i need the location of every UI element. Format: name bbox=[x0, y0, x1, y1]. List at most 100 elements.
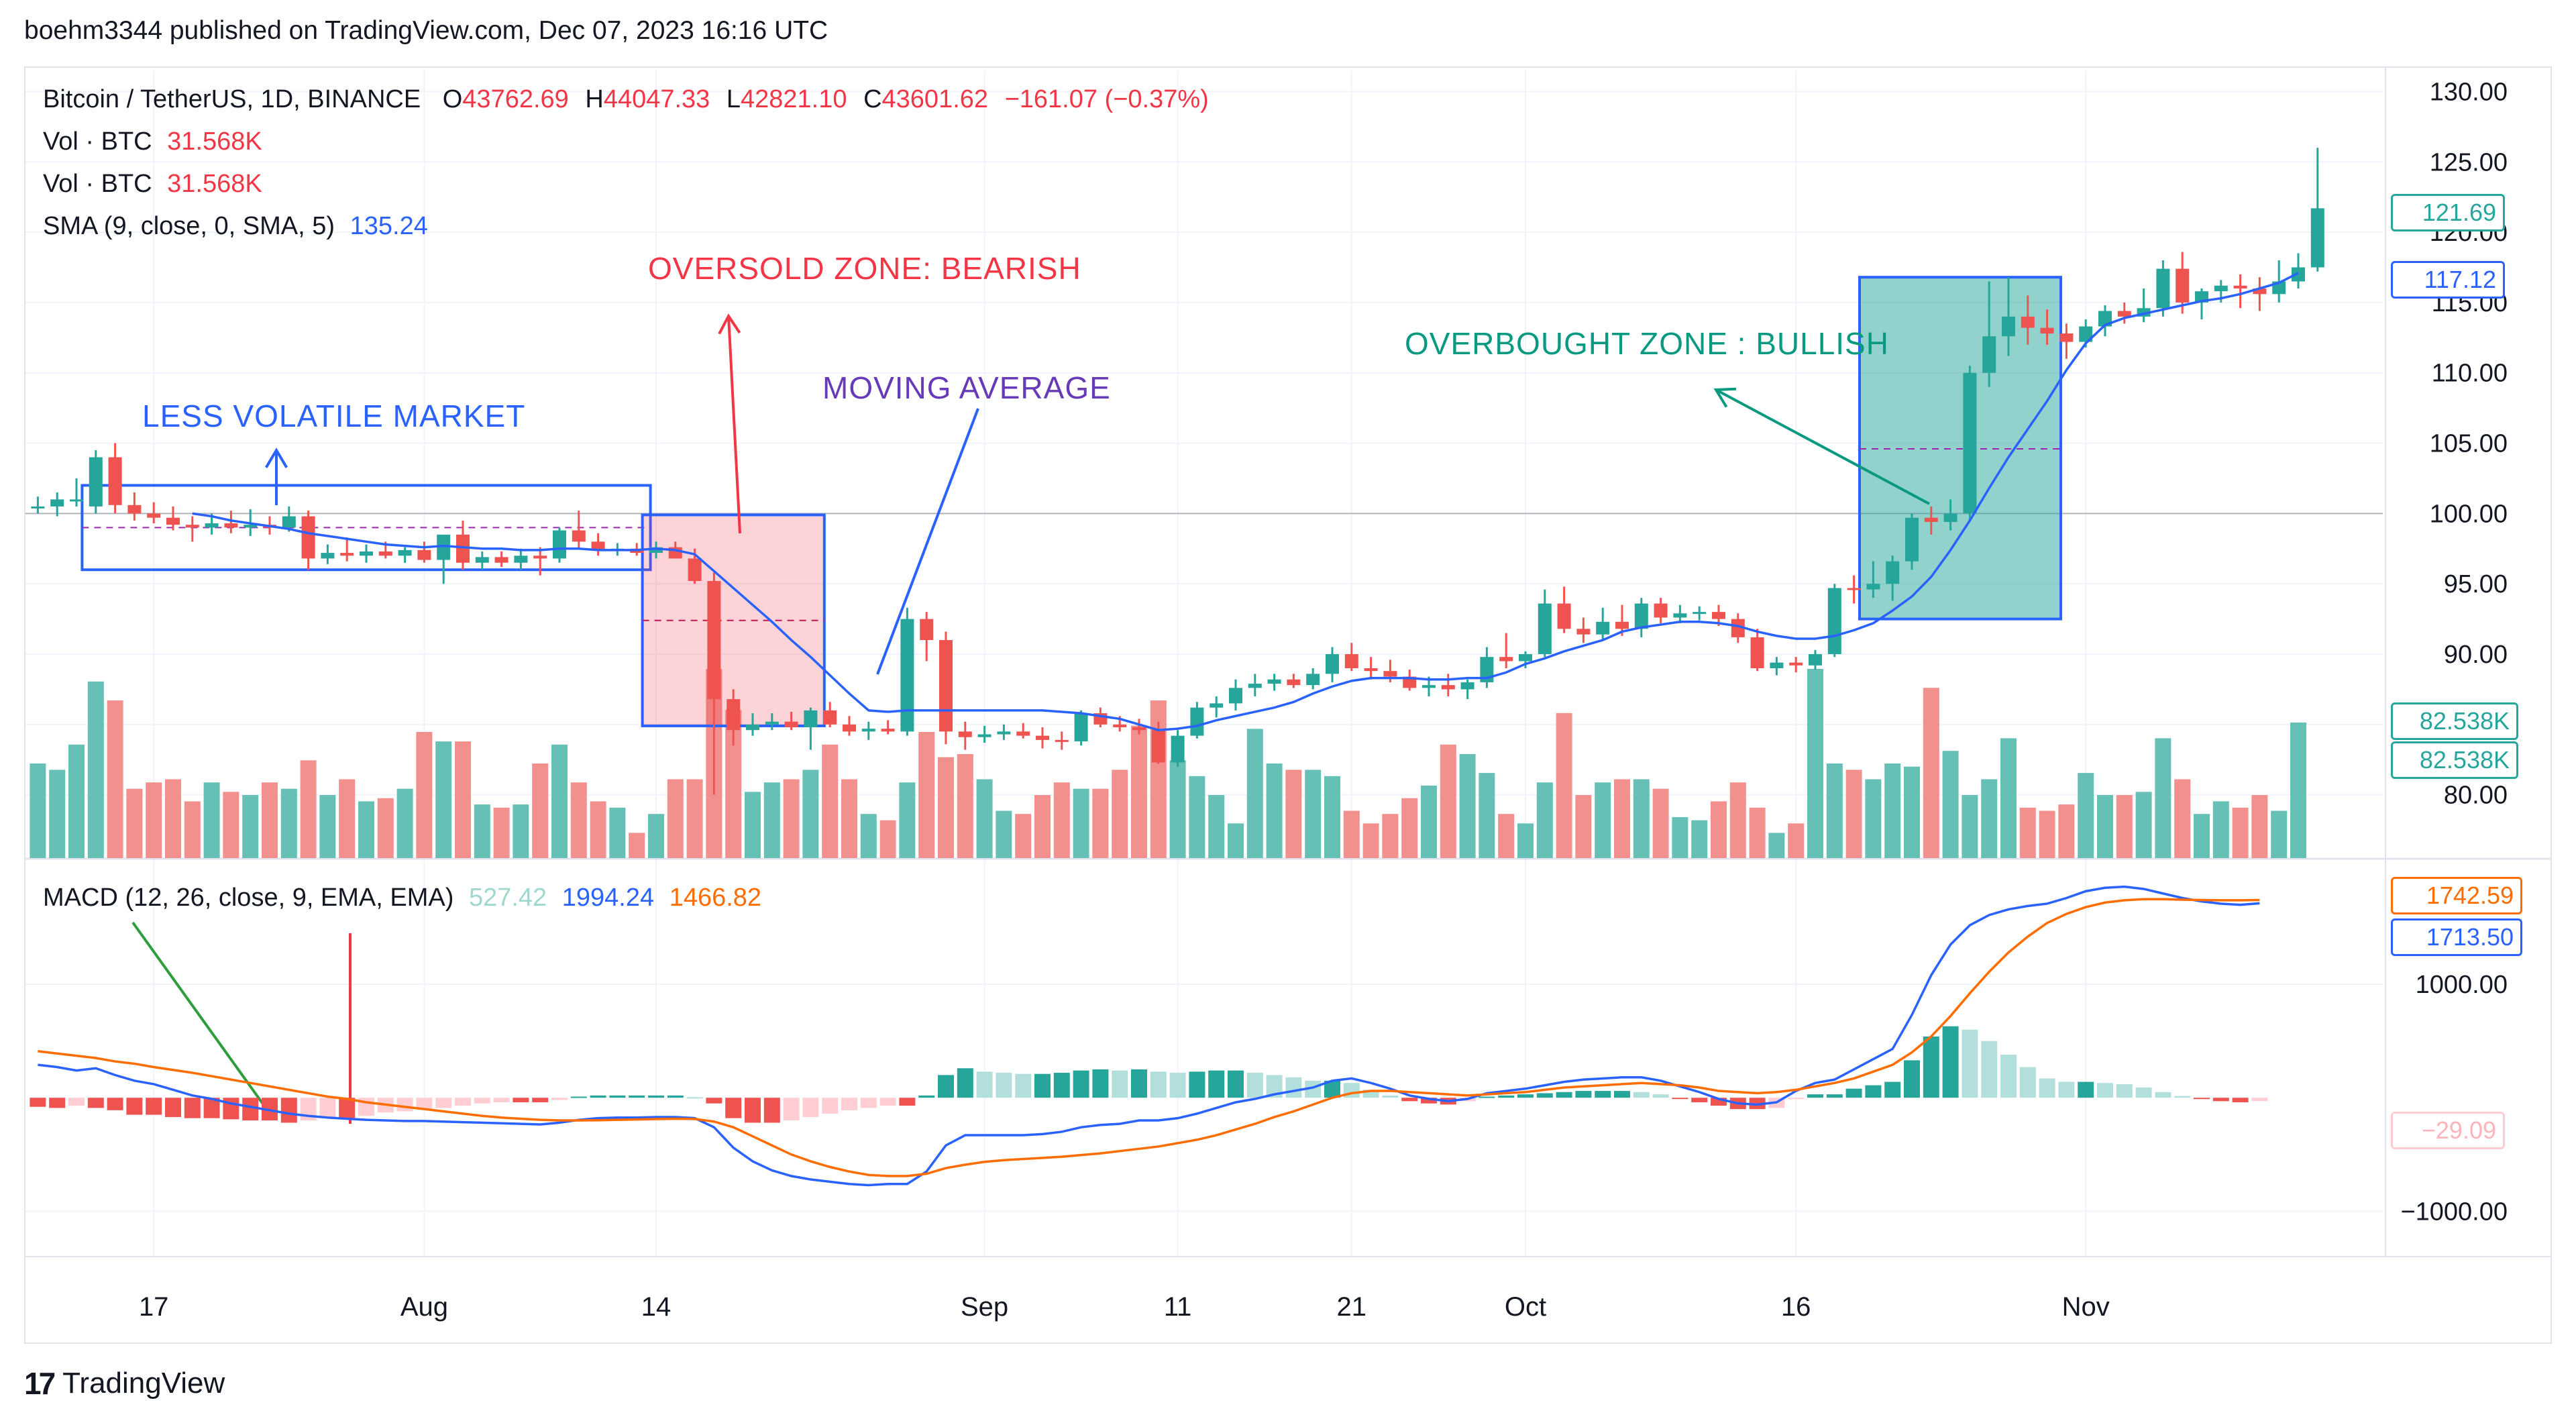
macd-histogram-bar bbox=[918, 1095, 935, 1098]
volume-bar bbox=[2097, 795, 2113, 858]
candle-body bbox=[166, 517, 180, 525]
volume-bar bbox=[957, 753, 973, 858]
volume-bar bbox=[1981, 779, 1998, 858]
candle-body bbox=[89, 457, 103, 507]
volume-bar bbox=[146, 782, 162, 858]
candle-body bbox=[456, 534, 470, 563]
candle-body bbox=[1074, 713, 1088, 741]
macd-histogram-bar bbox=[996, 1072, 1012, 1098]
volume-bar bbox=[822, 744, 839, 858]
macd-histogram-bar bbox=[2232, 1098, 2249, 1102]
candle-body bbox=[958, 731, 972, 737]
candle-body bbox=[1847, 588, 1861, 590]
macd-histogram-bar bbox=[2000, 1054, 2017, 1098]
candle-body bbox=[1460, 682, 1474, 690]
volume-bar bbox=[184, 801, 201, 858]
volume-bar bbox=[1324, 776, 1340, 858]
candle-body bbox=[1905, 517, 1919, 562]
low-value: 42821.10 bbox=[741, 85, 847, 113]
chart-frame[interactable]: 80.0085.0090.0095.00100.00105.00110.0011… bbox=[24, 66, 2552, 1344]
last-price-label: 121.69 bbox=[2391, 194, 2505, 231]
macd-histogram-bar bbox=[1865, 1085, 1882, 1098]
macd-signal-price-label: 1742.59 bbox=[2391, 877, 2522, 914]
volume-bar bbox=[1826, 763, 1843, 858]
candle-body bbox=[31, 506, 45, 509]
macd-histogram-bar bbox=[2251, 1098, 2268, 1102]
macd-histogram-bar bbox=[1807, 1094, 1823, 1098]
volume-bar bbox=[1305, 770, 1322, 858]
candle-body bbox=[1287, 679, 1301, 686]
volume-bar bbox=[1092, 788, 1109, 858]
annotation-less-volatile: LESS VOLATILE MARKET bbox=[142, 399, 526, 433]
candle-body bbox=[1634, 603, 1648, 629]
candle-body bbox=[1519, 654, 1532, 662]
close-value: 43601.62 bbox=[881, 85, 989, 113]
volume-bar bbox=[1633, 779, 1650, 858]
macd-histogram-bar bbox=[706, 1098, 722, 1104]
candle-body bbox=[1673, 613, 1687, 618]
volume-bar bbox=[30, 763, 46, 858]
volume-layer bbox=[30, 669, 2306, 858]
macd-histogram-bar bbox=[1034, 1073, 1051, 1098]
candle-body bbox=[1055, 739, 1069, 742]
macd-histogram-bar bbox=[1711, 1098, 1727, 1106]
volume-bar bbox=[1440, 744, 1456, 858]
volume-bar bbox=[2212, 801, 2229, 858]
volume-bar bbox=[1652, 788, 1669, 858]
price-tick-label: 95.00 bbox=[2444, 570, 2508, 598]
volume-bar bbox=[280, 788, 297, 858]
volume-bar bbox=[2251, 795, 2268, 858]
candle-body bbox=[727, 699, 741, 731]
volume-bar bbox=[570, 782, 587, 858]
candle-body bbox=[1364, 668, 1378, 672]
macd-histogram-bar bbox=[1498, 1095, 1515, 1098]
volume-bar bbox=[262, 782, 278, 858]
candle-body bbox=[1770, 662, 1784, 668]
candle-body bbox=[2176, 268, 2190, 303]
chart-canvas[interactable]: 80.0085.0090.0095.00100.00105.00110.0011… bbox=[25, 68, 2551, 1342]
volume-bar bbox=[49, 770, 66, 858]
macd-histogram-bar bbox=[648, 1095, 664, 1098]
macd-histogram-bar bbox=[2019, 1067, 2036, 1098]
time-tick-label: Nov bbox=[2062, 1292, 2110, 1322]
volume-bar bbox=[1729, 782, 1746, 858]
tradingview-logo[interactable]: 17 TradingView bbox=[24, 1365, 225, 1402]
macd-histogram-bar bbox=[2174, 1096, 2191, 1098]
time-tick-label: 17 bbox=[139, 1292, 169, 1322]
annotation-oversold: OVERSOLD ZONE: BEARISH bbox=[648, 251, 1081, 286]
volume-bar bbox=[609, 807, 626, 858]
candle-body bbox=[1538, 603, 1552, 655]
macd-histogram-bar bbox=[783, 1098, 800, 1121]
candle-body bbox=[765, 721, 779, 725]
volume-bar bbox=[1362, 823, 1379, 858]
macd-histogram-bar bbox=[2039, 1078, 2055, 1098]
macd-histogram-bar bbox=[2097, 1083, 2113, 1098]
volume-price-label-2: 82.538K bbox=[2391, 741, 2518, 779]
high-value: 44047.33 bbox=[603, 85, 710, 113]
candle-body bbox=[920, 619, 934, 641]
candle-body bbox=[1326, 654, 1339, 674]
candle-body bbox=[185, 525, 199, 528]
volume-bar bbox=[1923, 688, 1939, 858]
volume-bar bbox=[1556, 713, 1572, 858]
volume-bar bbox=[1401, 798, 1418, 858]
time-tick-label: Oct bbox=[1505, 1292, 1546, 1322]
volume-bar bbox=[1614, 779, 1630, 858]
volume-bar bbox=[1421, 785, 1437, 858]
arrow-head bbox=[265, 447, 288, 468]
macd-histogram-bar bbox=[1652, 1094, 1669, 1098]
volume-bar bbox=[686, 779, 703, 858]
volume-bar bbox=[1884, 763, 1901, 858]
open-value: 43762.69 bbox=[462, 85, 569, 113]
volume-bar bbox=[1189, 776, 1205, 858]
candle-body bbox=[108, 457, 122, 505]
macd-histogram-bar bbox=[1150, 1071, 1167, 1098]
macd-histogram-bar bbox=[87, 1098, 104, 1108]
candle-body bbox=[321, 553, 335, 559]
macd-histogram-bar bbox=[455, 1098, 471, 1106]
volume-bar bbox=[2039, 810, 2055, 858]
candle-body bbox=[224, 523, 238, 528]
macd-signal-value: 1466.82 bbox=[669, 884, 762, 912]
sma-legend: SMA (9, close, 0, SMA, 5) 135.24 bbox=[43, 212, 428, 241]
annotation-moving-average: MOVING AVERAGE bbox=[822, 370, 1111, 405]
